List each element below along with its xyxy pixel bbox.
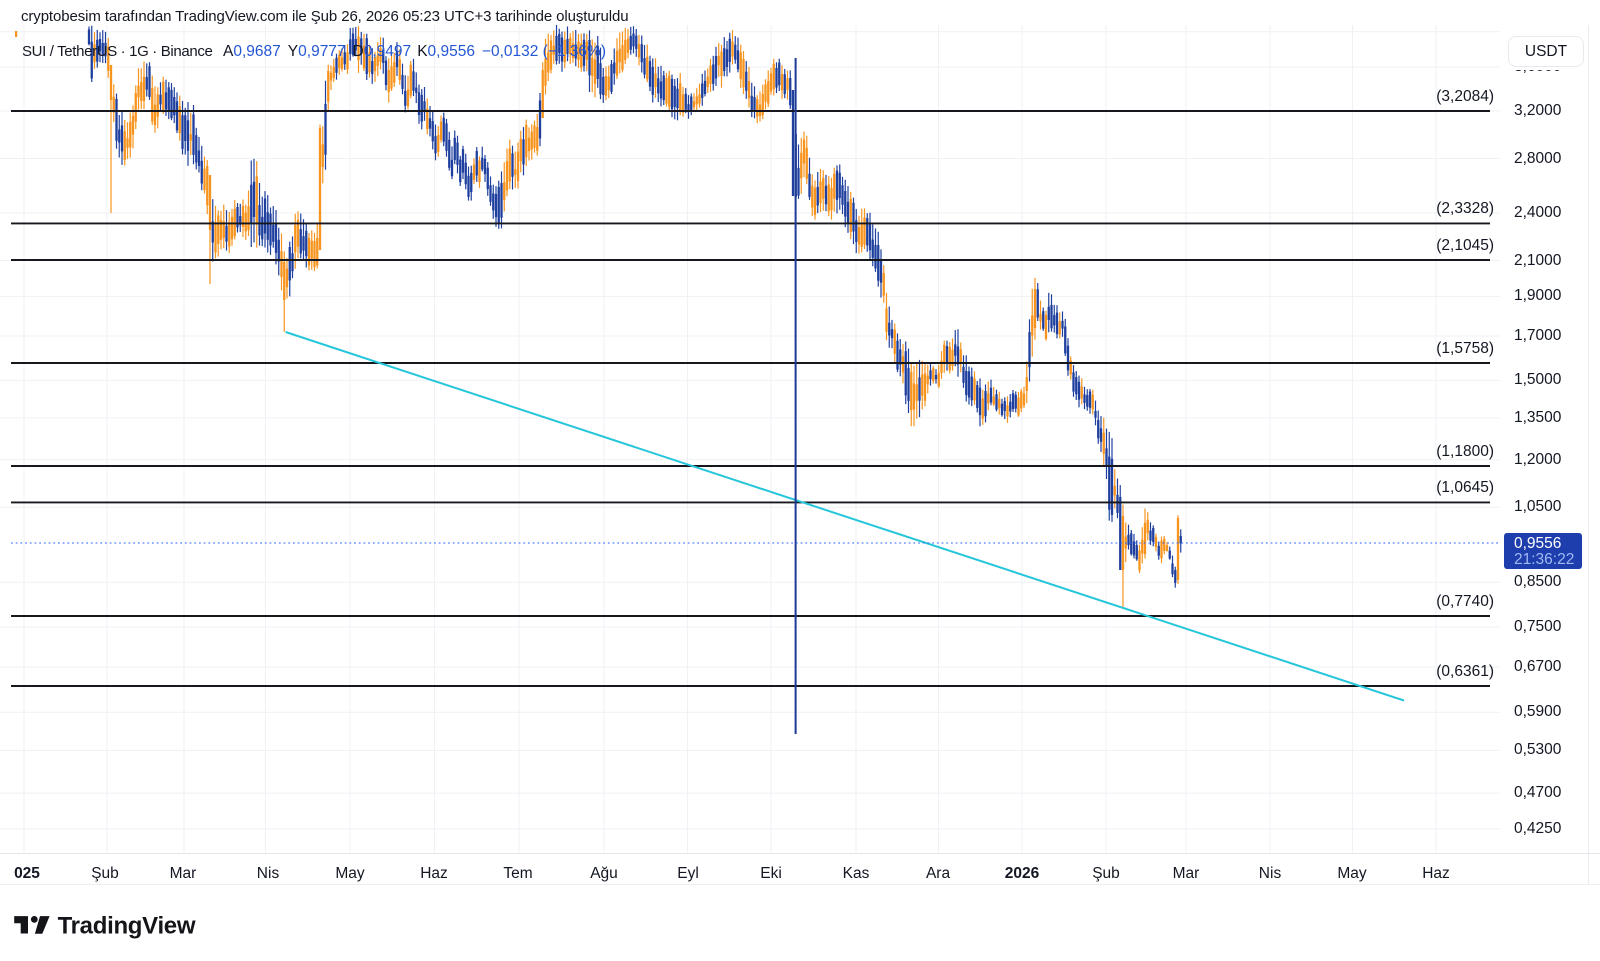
svg-text:TradingView: TradingView [58, 914, 196, 940]
